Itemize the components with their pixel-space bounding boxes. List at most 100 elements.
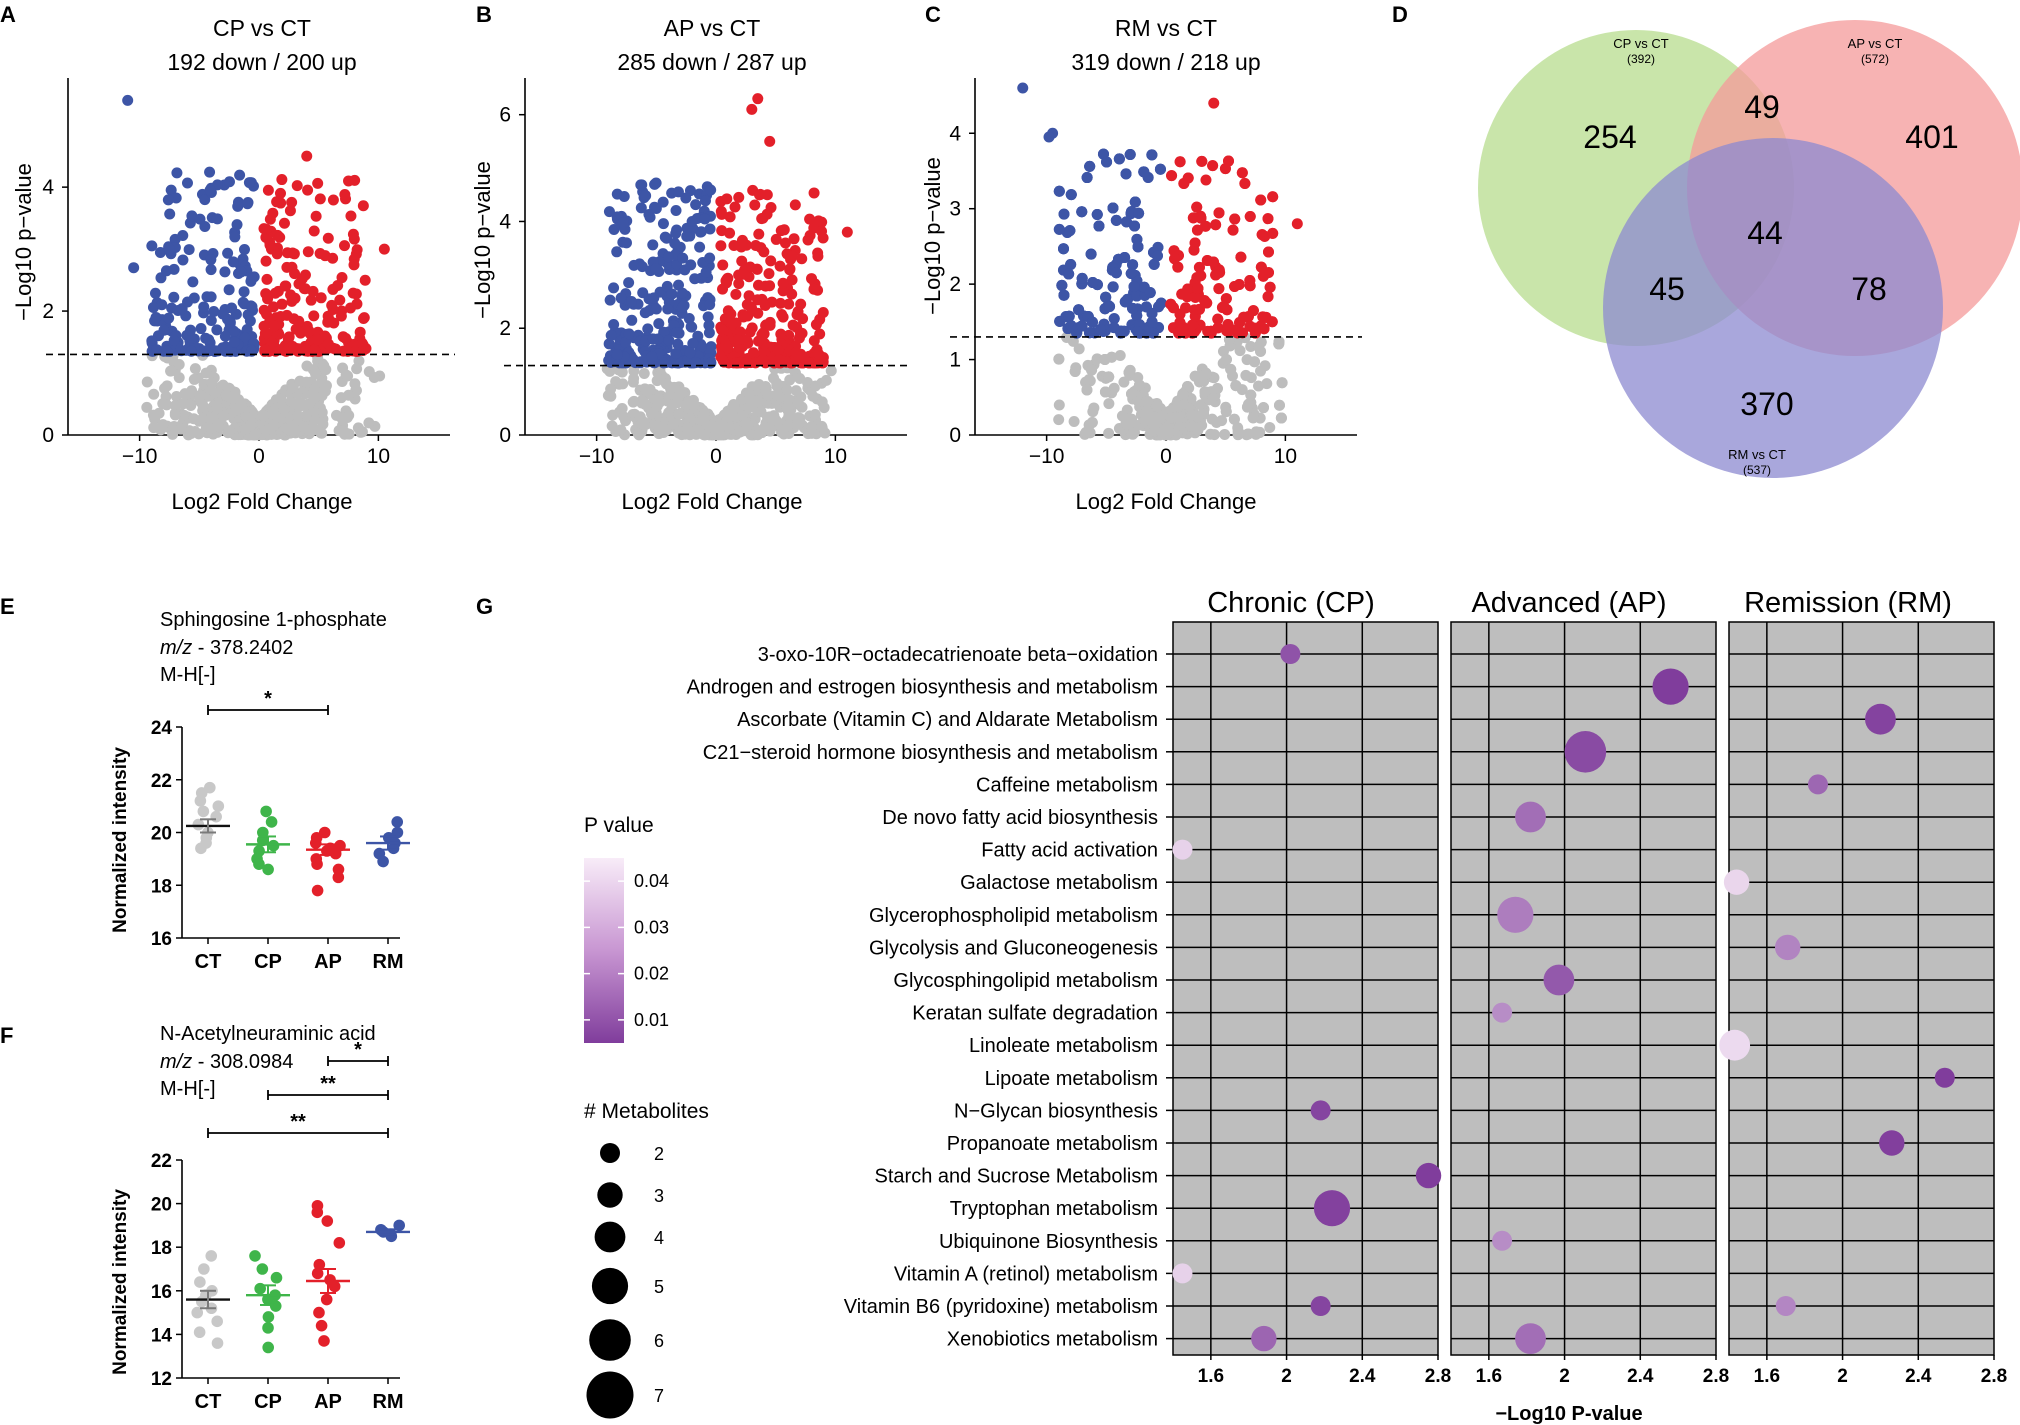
down-point [229, 231, 241, 243]
down-point [626, 314, 638, 326]
ns-point [178, 409, 190, 421]
mz-line: m/z - 378.2402 [160, 637, 293, 659]
ns-point [667, 418, 679, 430]
ns-point [1103, 371, 1115, 383]
mz-label: m/z [160, 637, 192, 659]
down-point [1132, 326, 1144, 338]
up-point [746, 322, 758, 334]
up-point [1212, 313, 1224, 325]
pathway-label: Androgen and estrogen biosynthesis and m… [687, 677, 1158, 699]
down-point [646, 351, 658, 363]
up-point [1216, 302, 1228, 314]
down-point [603, 338, 615, 350]
up-point [715, 240, 727, 252]
ns-point [1061, 331, 1073, 343]
up-point [267, 207, 279, 219]
down-point [620, 237, 632, 249]
data-point [205, 1250, 218, 1262]
up-point [258, 223, 270, 235]
up-point [729, 201, 741, 213]
up-point [295, 327, 307, 339]
ns-point [698, 408, 710, 420]
data-point [194, 1276, 206, 1288]
down-point [1053, 223, 1065, 235]
down-point [1091, 208, 1103, 220]
up-point [752, 93, 764, 105]
ns-point [1099, 353, 1111, 365]
ns-point [298, 421, 310, 433]
x-tick-label: 10 [1274, 445, 1297, 468]
up-point [773, 354, 785, 366]
x-axis-label: Log2 Fold Change [171, 489, 352, 514]
pathway-bubble [1775, 1296, 1796, 1316]
up-point [340, 332, 352, 344]
data-point [393, 1219, 406, 1232]
up-point [1244, 320, 1256, 332]
down-point [1108, 313, 1120, 325]
up-point [1213, 283, 1225, 295]
ns-point [194, 389, 206, 401]
up-point [260, 255, 272, 267]
pathway-bubble [1280, 644, 1301, 664]
y-tick-label: 2 [42, 300, 54, 323]
dotplot-panel-f: N-Acetylneuraminic acid m/z - 308.0984 M… [110, 1023, 410, 1413]
y-tick-label: 0 [949, 424, 961, 447]
up-point [717, 259, 729, 271]
down-point [211, 213, 223, 225]
ns-point [1249, 356, 1261, 368]
pathway-bubble [1865, 703, 1896, 735]
up-point [1267, 191, 1279, 203]
up-point [724, 211, 736, 223]
up-point [803, 357, 815, 369]
y-axis-label: Normalized intensity [110, 1189, 131, 1375]
panel-letter-g: G [476, 594, 493, 619]
ns-point [1126, 388, 1138, 400]
up-point [1201, 297, 1213, 309]
up-point [1244, 275, 1256, 287]
data-point [270, 1271, 283, 1284]
down-point [670, 347, 682, 359]
ns-point [809, 408, 821, 420]
down-point [640, 190, 652, 202]
down-point [1113, 153, 1125, 165]
pathway-label: N−Glycan biosynthesis [954, 1100, 1158, 1122]
up-point [262, 184, 274, 196]
y-tick-label: 4 [949, 122, 961, 145]
pathway-bubble [1310, 1100, 1331, 1121]
ns-point [1123, 366, 1135, 378]
down-point [611, 246, 623, 258]
venn-region-cp-rm: 45 [1649, 271, 1685, 307]
ns-point [1081, 384, 1093, 396]
ns-point [315, 427, 327, 439]
down-point [670, 227, 682, 239]
down-point [238, 286, 250, 298]
ns-point [1103, 427, 1115, 439]
pathway-label: Lipoate metabolism [985, 1068, 1158, 1090]
ns-point [1121, 418, 1133, 430]
venn-label-rm: RM vs CT [1728, 447, 1786, 462]
data-point [391, 816, 404, 828]
down-point [699, 195, 711, 207]
down-point [690, 357, 702, 369]
venn-diagram: CP vs CT (392) AP vs CT (572) RM vs CT (… [1478, 20, 2020, 478]
ns-point [316, 390, 328, 402]
up-point [778, 224, 790, 236]
down-point [704, 344, 716, 356]
down-point [699, 213, 711, 225]
down-point [1058, 289, 1070, 301]
down-point [1017, 82, 1029, 94]
volcano-subtitle: 319 down / 218 up [1071, 49, 1260, 75]
down-point [603, 206, 615, 218]
down-point [653, 318, 665, 330]
down-point [163, 243, 175, 255]
pathway-label: Xenobiotics metabolism [947, 1329, 1158, 1351]
up-point [351, 298, 363, 310]
ns-point [740, 418, 752, 430]
up-point [302, 246, 314, 258]
down-point [1120, 216, 1132, 228]
up-point [752, 279, 764, 291]
ns-point [1247, 412, 1259, 424]
data-point [313, 1306, 325, 1319]
